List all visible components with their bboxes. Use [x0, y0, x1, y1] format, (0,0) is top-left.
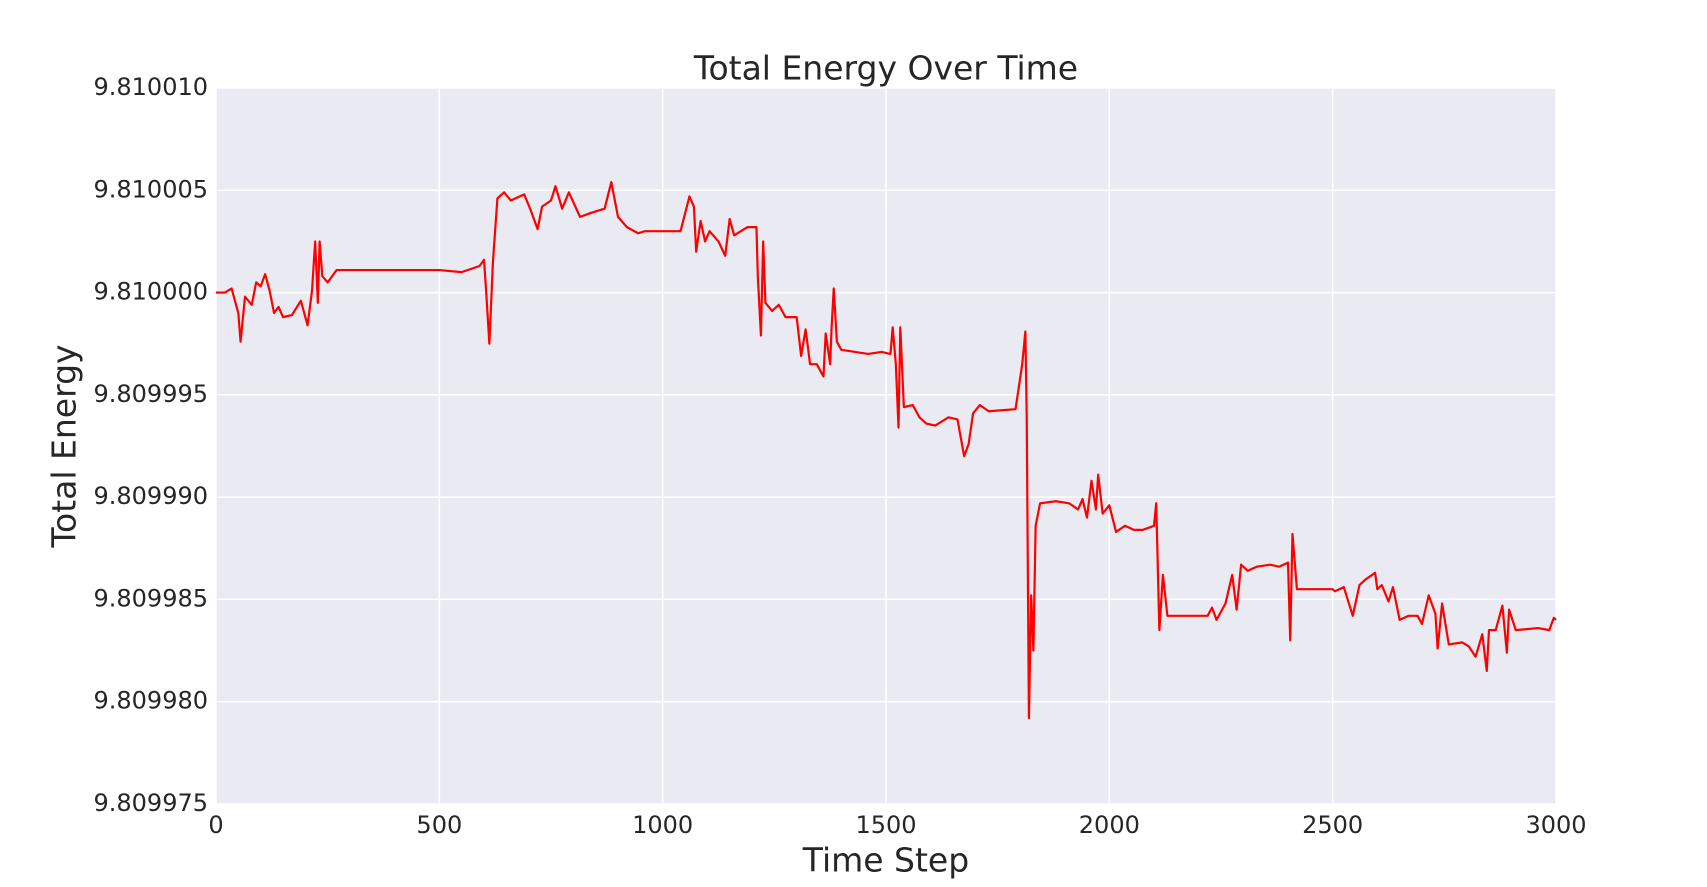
y-tick-label: 9.810005: [93, 175, 208, 203]
y-axis-label: Total Energy: [45, 344, 84, 548]
y-tick-label: 9.810000: [93, 278, 208, 306]
x-tick-label: 0: [208, 811, 223, 839]
chart-title: Total Energy Over Time: [693, 49, 1078, 88]
x-axis-label: Time Step: [802, 841, 969, 880]
x-tick-label: 2000: [1079, 811, 1140, 839]
x-tick-label: 2500: [1302, 811, 1363, 839]
y-tick-label: 9.809975: [93, 789, 208, 817]
x-tick-label: 1000: [632, 811, 693, 839]
x-tick-label: 500: [416, 811, 462, 839]
x-tick-label: 1500: [855, 811, 916, 839]
x-tick-label: 3000: [1525, 811, 1586, 839]
y-tick-label: 9.810010: [93, 73, 208, 101]
y-tick-label: 9.809985: [93, 584, 208, 612]
y-tick-label: 9.809980: [93, 687, 208, 715]
y-tick-label: 9.809990: [93, 482, 208, 510]
data-line: [216, 181, 1557, 720]
y-tick-label: 9.809995: [93, 380, 208, 408]
